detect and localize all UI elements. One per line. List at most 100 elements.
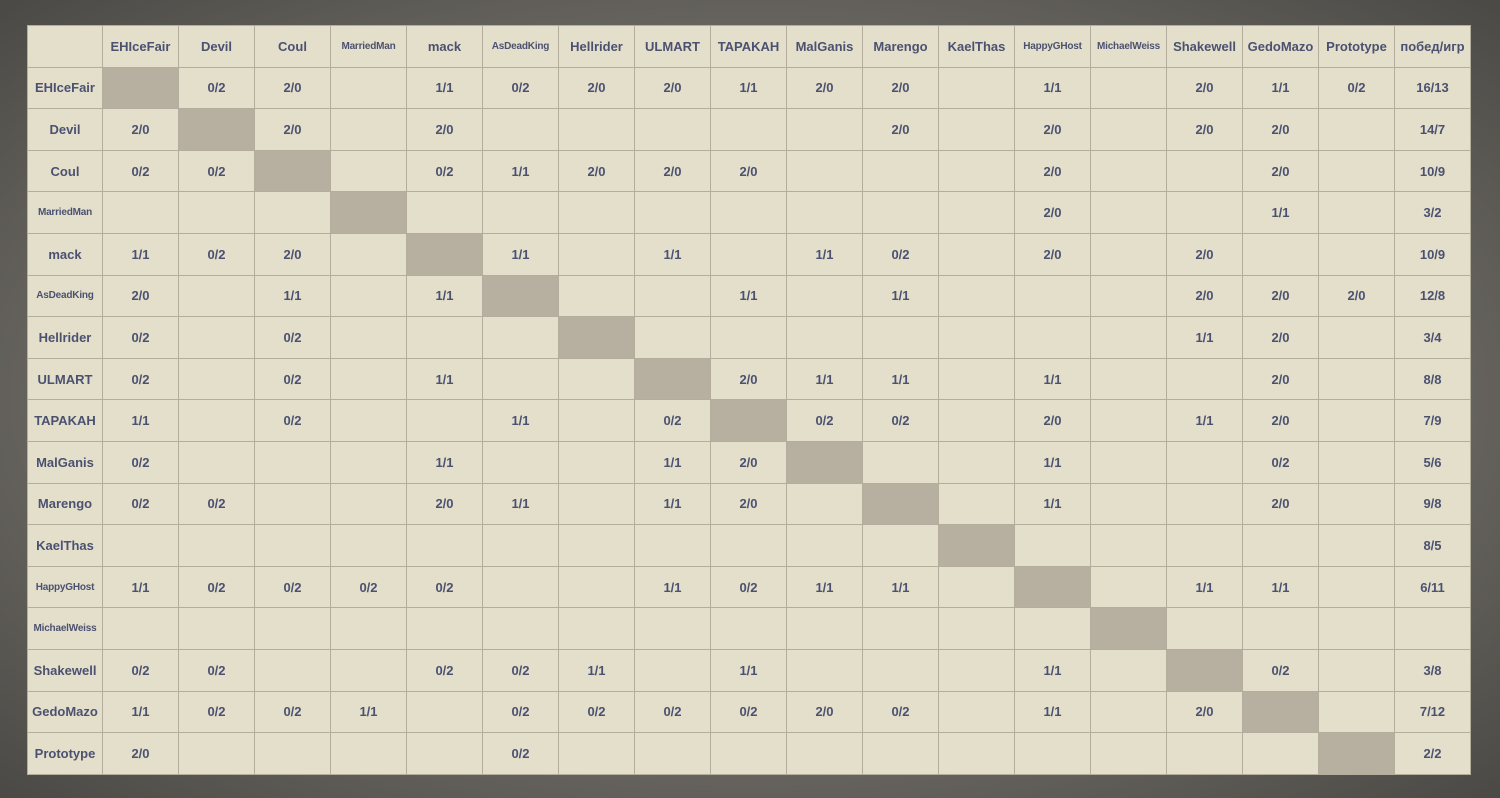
- result-cell: 0/2: [406, 648, 483, 692]
- result-cell: 0/2: [710, 690, 787, 734]
- column-header: EHIceFair: [102, 25, 179, 68]
- result-cell: 1/1: [482, 232, 559, 276]
- result-cell: 2/0: [406, 108, 483, 151]
- result-cell: [330, 399, 407, 442]
- result-cell: 1/1: [482, 149, 559, 193]
- result-cell: [102, 191, 179, 234]
- result-cell: [1318, 399, 1395, 442]
- result-cell: [330, 66, 407, 110]
- result-cell: 2/0: [254, 66, 331, 110]
- result-cell: [634, 732, 711, 775]
- result-cell: [406, 524, 483, 567]
- result-cell: [786, 732, 863, 775]
- result-cell: [1242, 607, 1319, 650]
- column-header: AsDeadKing: [482, 25, 559, 68]
- result-cell: [938, 66, 1015, 110]
- result-cell: [1318, 108, 1395, 151]
- result-cell: [1166, 607, 1243, 650]
- total-cell: 7/9: [1394, 399, 1471, 442]
- row-header: AsDeadKing: [27, 274, 103, 318]
- result-cell: 2/0: [1166, 66, 1243, 110]
- result-cell: [406, 607, 483, 650]
- result-cell: 1/1: [1014, 690, 1091, 734]
- result-cell: 0/2: [254, 357, 331, 401]
- header-row: EHIceFair Devil Coul MarriedMan mack AsDeadKi…: [27, 25, 1471, 68]
- table-row: Hellrider 0/2 0/2 1/1 2/0 3/4: [27, 316, 1471, 359]
- total-column-header: побед/игр: [1394, 25, 1471, 68]
- result-cell: [330, 232, 407, 276]
- result-cell: [1014, 732, 1091, 775]
- result-cell: [1318, 482, 1395, 526]
- diagonal-cell: [1014, 565, 1091, 609]
- result-cell: [178, 191, 255, 234]
- result-cell: 2/0: [102, 732, 179, 775]
- total-cell: 5/6: [1394, 440, 1471, 484]
- result-cell: [330, 108, 407, 151]
- result-cell: 0/2: [1242, 440, 1319, 484]
- result-cell: [1242, 232, 1319, 276]
- result-cell: [482, 440, 559, 484]
- result-cell: [254, 191, 331, 234]
- result-cell: [710, 607, 787, 650]
- diagonal-cell: [1090, 607, 1167, 650]
- diagonal-cell: [330, 191, 407, 234]
- result-cell: 2/0: [710, 149, 787, 193]
- result-cell: [1090, 440, 1167, 484]
- result-cell: 2/0: [1014, 149, 1091, 193]
- result-cell: [1090, 732, 1167, 775]
- result-cell: 2/0: [406, 482, 483, 526]
- result-cell: 2/0: [1242, 482, 1319, 526]
- column-header: TAPAKAH: [710, 25, 787, 68]
- result-cell: [254, 607, 331, 650]
- result-cell: 1/1: [406, 274, 483, 318]
- result-cell: [254, 732, 331, 775]
- result-cell: 1/1: [786, 357, 863, 401]
- result-cell: [254, 482, 331, 526]
- diagonal-cell: [786, 440, 863, 484]
- result-cell: 1/1: [634, 232, 711, 276]
- result-cell: [178, 274, 255, 318]
- result-cell: [102, 524, 179, 567]
- result-cell: [786, 191, 863, 234]
- table-row: MarriedMan 2/0 1/1 3/2: [27, 191, 1471, 234]
- result-cell: [1014, 524, 1091, 567]
- column-header: Coul: [254, 25, 331, 68]
- table-row: Shakewell 0/2 0/2 0/2 0/2 1/1 1/1 1/1 0/2 3/8: [27, 648, 1471, 692]
- result-cell: [1014, 316, 1091, 359]
- result-cell: [786, 108, 863, 151]
- diagonal-cell: [862, 482, 939, 526]
- result-cell: 0/2: [254, 690, 331, 734]
- result-cell: [938, 648, 1015, 692]
- result-cell: 2/0: [786, 690, 863, 734]
- result-cell: [1090, 316, 1167, 359]
- result-cell: [1318, 648, 1395, 692]
- result-cell: [330, 316, 407, 359]
- result-cell: [102, 607, 179, 650]
- result-cell: 1/1: [102, 690, 179, 734]
- diagonal-cell: [710, 399, 787, 442]
- result-cell: [634, 607, 711, 650]
- result-cell: [634, 316, 711, 359]
- column-header: KaelThas: [938, 25, 1015, 68]
- result-cell: 1/1: [406, 66, 483, 110]
- result-cell: [786, 274, 863, 318]
- column-header: HappyGHost: [1014, 25, 1091, 68]
- row-header: HappyGHost: [27, 565, 103, 609]
- result-cell: [1166, 524, 1243, 567]
- corner-cell: [27, 25, 103, 68]
- result-cell: [1090, 274, 1167, 318]
- result-cell: 0/2: [102, 648, 179, 692]
- row-header: GedoMazo: [27, 690, 103, 734]
- result-cell: [634, 108, 711, 151]
- result-cell: [1166, 357, 1243, 401]
- result-cell: [1318, 191, 1395, 234]
- row-header: mack: [27, 232, 103, 276]
- result-cell: 1/1: [786, 232, 863, 276]
- result-cell: 2/0: [634, 149, 711, 193]
- result-cell: 0/2: [254, 565, 331, 609]
- result-cell: 2/0: [862, 66, 939, 110]
- result-cell: [558, 357, 635, 401]
- total-cell: 16/13: [1394, 66, 1471, 110]
- result-cell: 2/0: [862, 108, 939, 151]
- result-cell: [1090, 524, 1167, 567]
